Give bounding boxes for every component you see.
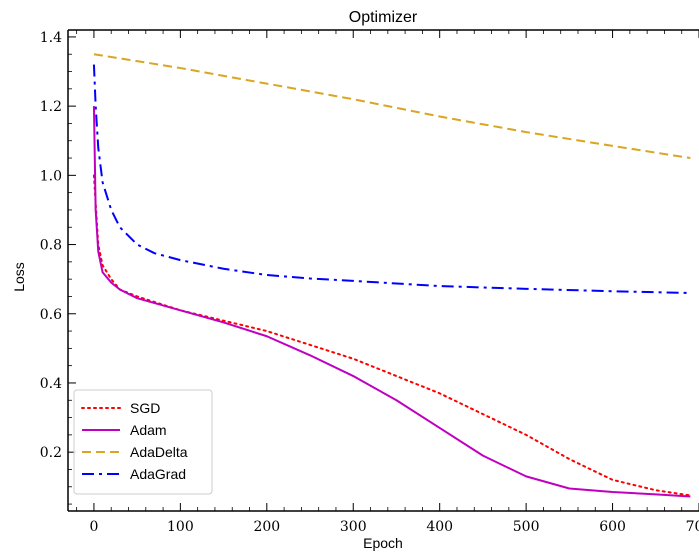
y-tick-label: 0.6 <box>40 307 62 323</box>
series-line-adadelta <box>93 53 691 160</box>
x-tick-label: 100 <box>167 519 194 535</box>
x-tick-label: 600 <box>599 519 626 535</box>
y-axis-label: Loss <box>11 262 27 292</box>
y-tick-label: 1.2 <box>40 99 62 115</box>
y-tick-label: 0.4 <box>40 376 62 392</box>
x-axis-label: Epoch <box>363 535 403 551</box>
legend: SGD Adam AdaDelta AdaGrad <box>73 389 213 495</box>
x-tick-label: 300 <box>340 519 367 535</box>
plot-area: 0 100 200 300 400 500 600 700 0.2 0.4 0.6 0.8 1.0 1.2… <box>40 29 699 535</box>
y-tick-label: 1.4 <box>40 30 62 46</box>
y-tick-label: 0.2 <box>40 445 62 461</box>
x-tick-label: 500 <box>513 519 540 535</box>
x-tick-label: 200 <box>253 519 280 535</box>
legend-box <box>73 389 213 495</box>
y-tick-label: 1.0 <box>40 168 62 184</box>
legend-label-adadelta: AdaDelta <box>130 444 188 460</box>
x-tick-label: 400 <box>426 519 453 535</box>
x-tick-label: 0 <box>89 519 98 535</box>
chart-title: Optimizer <box>349 9 418 26</box>
series-layer <box>92 53 692 498</box>
legend-label-adagrad: AdaGrad <box>130 466 186 482</box>
legend-label-adam: Adam <box>130 422 167 438</box>
legend-label-sgd: SGD <box>130 400 160 416</box>
y-tick-label: 0.8 <box>40 238 62 254</box>
series-line-adagrad <box>92 64 691 294</box>
series-line-sgd <box>92 174 692 497</box>
x-tick-label: 700 <box>686 519 699 535</box>
series-line-adam <box>92 106 691 498</box>
